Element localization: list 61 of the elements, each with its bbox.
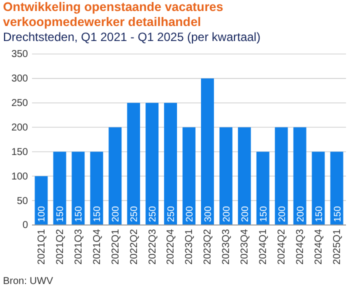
x-tick-label: 2022Q1 [110,228,122,265]
x-tick-label: 2022Q3 [147,228,158,265]
bar [164,102,177,225]
chart-title: Ontwikkeling openstaande vacatures verkoopmedewerker detailhandel [3,0,224,29]
y-tick-label: 250 [11,98,28,110]
x-tick-label: 2021Q3 [73,228,84,265]
x-tick-label: 2021Q2 [54,228,66,265]
bar [312,152,325,225]
chart-subtitle: Drechtsteden, Q1 2021 - Q1 2025 (per kwartaal) [3,30,260,44]
data-label: 200 [221,206,232,222]
data-label: 250 [166,206,178,222]
x-tick-label: 2024Q4 [313,228,324,265]
bar [146,102,159,225]
bar [330,152,344,225]
data-label: 150 [332,206,344,222]
x-tick-label: 2022Q4 [166,228,177,265]
x-tick-label: 2022Q2 [128,228,140,265]
bar [108,127,122,225]
data-label: 200 [276,206,288,222]
x-tick-label: 2025Q1 [332,228,343,265]
data-label: 100 [36,206,48,222]
y-tick-label: 350 [11,49,28,60]
bar [53,152,66,225]
data-label: 200 [240,206,251,222]
x-tick-label: 2023Q2 [202,228,214,265]
x-tick-label: 2024Q2 [276,228,288,265]
bar [90,152,104,225]
data-label: 150 [258,206,270,222]
x-tick-label: 2023Q3 [221,228,232,265]
bar [274,127,288,225]
bar [293,127,306,225]
text: Bron: UWV [3,276,54,287]
bar [127,102,140,225]
y-tick-label: 300 [11,74,28,85]
x-tick-label: 2021Q4 [92,228,103,265]
bar [182,127,196,225]
x-tick-label: 2024Q1 [258,228,270,265]
data-label: 150 [74,206,85,222]
data-label: 250 [129,206,140,222]
y-tick-label: 50 [16,196,28,207]
y-tick-label: 0 [22,220,28,232]
bar [238,127,251,225]
x-tick-label: 2023Q1 [184,228,196,265]
data-label: 150 [55,206,66,222]
bar [72,152,85,225]
x-tick-label: 2021Q1 [36,228,48,265]
y-tick-label: 150 [11,146,28,158]
data-label: 200 [295,206,306,222]
data-label: 250 [148,206,159,222]
bar [201,78,214,225]
data-label: 150 [92,206,104,222]
bar [219,127,232,225]
data-label: 200 [184,206,196,222]
y-tick-label: 200 [11,122,28,134]
data-label: 200 [110,206,122,222]
x-tick-label: 2023Q4 [240,228,251,265]
bar [256,152,270,225]
data-label: 300 [202,206,214,222]
data-label: 150 [314,206,325,222]
y-tick-label: 100 [11,171,28,182]
x-tick-label: 2024Q3 [295,228,306,265]
